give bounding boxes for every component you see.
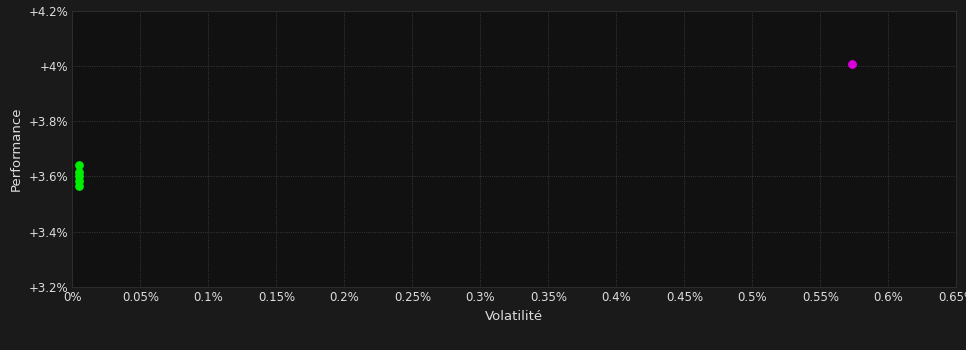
Point <box>71 178 87 184</box>
Point <box>71 174 87 179</box>
Point <box>71 169 87 175</box>
Point <box>71 162 87 168</box>
Point <box>71 183 87 189</box>
X-axis label: Volatilité: Volatilité <box>485 310 544 323</box>
Y-axis label: Performance: Performance <box>10 106 23 191</box>
Point <box>844 62 860 67</box>
